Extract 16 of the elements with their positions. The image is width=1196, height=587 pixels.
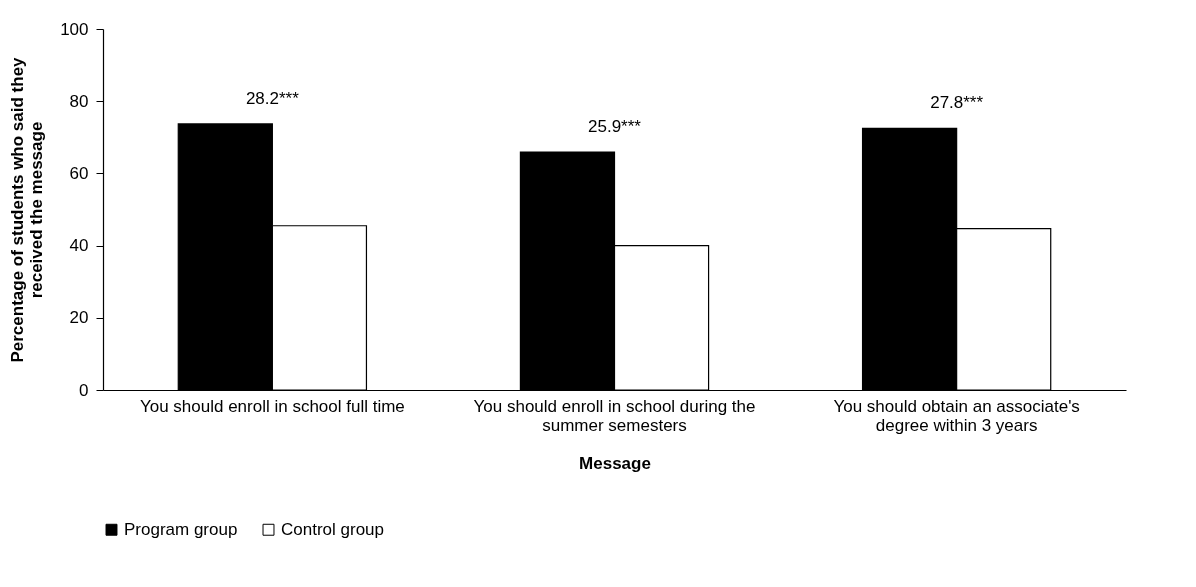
legend-label: Program group [124, 519, 238, 539]
y-tick-label: 0 [79, 380, 89, 400]
x-tick-label: You should enroll in school full time [139, 396, 405, 416]
y-tick-label: 60 [69, 163, 89, 183]
y-tick-label: 40 [69, 236, 89, 256]
x-tick-label: You should enroll in school during the summer semesters [473, 396, 756, 435]
annotation: 27.8*** [930, 93, 984, 113]
x-axis-title: Message [579, 453, 651, 473]
legend-label: Control group [281, 519, 385, 539]
y-tick-label: 100 [60, 19, 89, 39]
annotation: 25.9*** [588, 117, 642, 137]
y-tick-label: 20 [69, 308, 89, 328]
annotation: 28.2*** [245, 88, 300, 108]
x-tick-label: You should obtain an associate's degree within 3 years [833, 396, 1080, 435]
y-tick-label: 80 [69, 91, 89, 111]
y-axis-title: Percentage of students who said they received the message [8, 56, 47, 363]
